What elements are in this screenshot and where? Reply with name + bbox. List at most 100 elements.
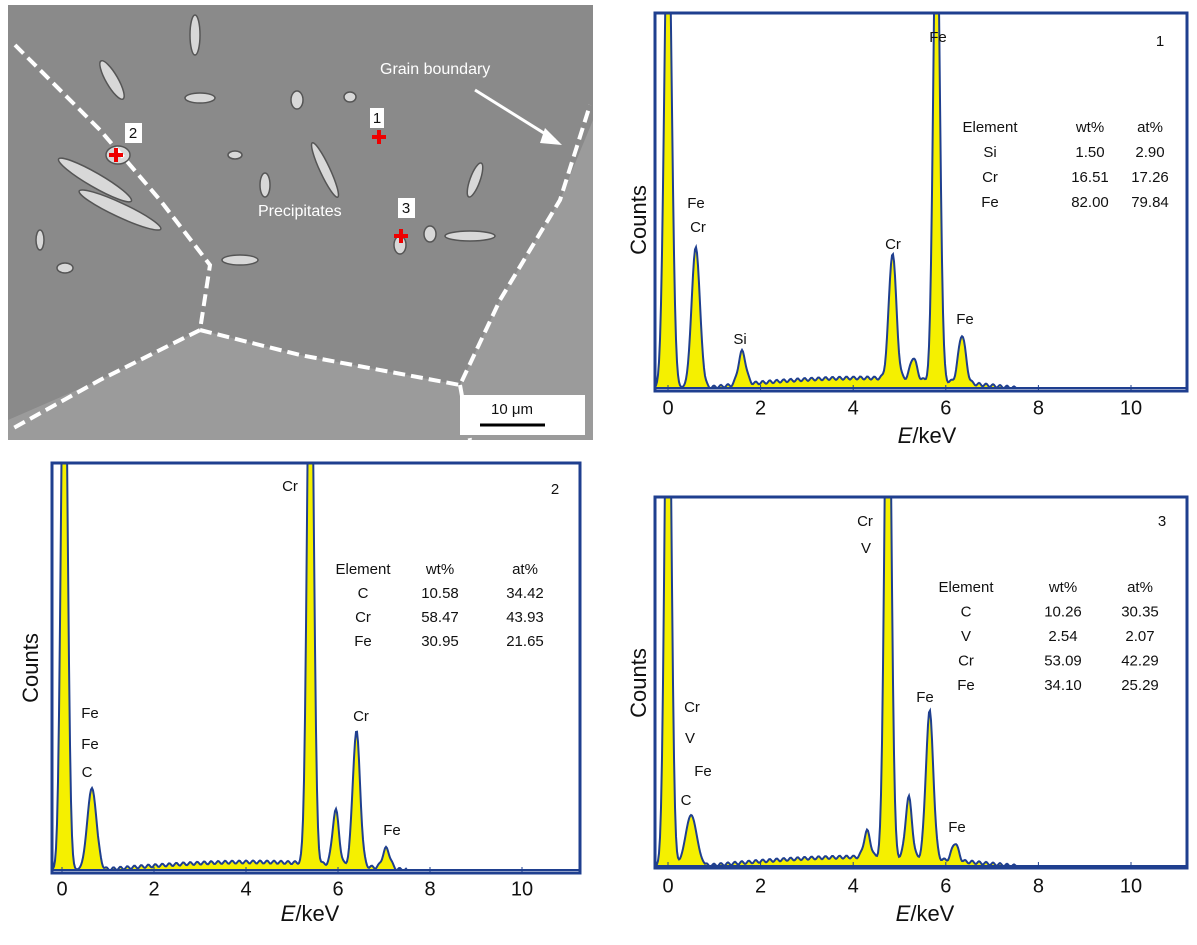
spectrum: 0 2 4 6 8 10 E/keV Counts 2 Cr Fe C Cr Fe Fe Element wt%… (18, 461, 582, 926)
plot-frame (653, 495, 1189, 870)
peak-label: Fe (694, 763, 712, 780)
spectrum-trace (655, 497, 1187, 867)
table-cell: 10.58 (421, 585, 459, 602)
table-cell: 10.26 (1044, 603, 1082, 620)
x-tick-label: 6 (940, 397, 951, 419)
table-cell: 30.35 (1121, 603, 1159, 620)
x-tick-label: 2 (755, 397, 766, 419)
peak-label: Cr (885, 236, 901, 253)
x-axis-label: E/keV (898, 423, 957, 448)
table-cell: 17.26 (1131, 169, 1169, 186)
table-cell: Fe (981, 194, 999, 211)
table-cell: 2.54 (1048, 628, 1077, 645)
peak-label: Cr (353, 708, 369, 725)
table-header: at% (512, 561, 538, 578)
table-cell: 58.47 (421, 609, 459, 626)
table-header: Element (962, 119, 1018, 136)
table-header: wt% (425, 561, 454, 578)
table-cell: Fe (354, 633, 372, 650)
table-cell: 21.65 (506, 633, 544, 650)
spectrum-id: 2 (551, 481, 559, 498)
table-cell: 34.10 (1044, 677, 1082, 694)
peak-label: C (681, 792, 692, 809)
table-cell: 42.29 (1121, 652, 1159, 669)
spectrum-id: 1 (1156, 33, 1164, 50)
spectrum-trace (52, 463, 580, 872)
table-cell: 16.51 (1071, 169, 1109, 186)
x-axis-unit: /keV (295, 901, 339, 926)
peak-label: Fe (948, 819, 966, 836)
table-cell: Cr (982, 169, 998, 186)
peak-label: Fe (687, 195, 705, 212)
x-axis-unit: /keV (910, 901, 954, 926)
point-label: 3 (402, 200, 410, 217)
point-label: 2 (129, 125, 137, 142)
table-header: Element (938, 579, 994, 596)
table-cell: 1.50 (1075, 144, 1104, 161)
table-cell: Cr (355, 609, 371, 626)
peak-label: Fe (81, 736, 99, 753)
plot-frame (653, 11, 1189, 393)
x-tick-label: 10 (511, 878, 533, 900)
point-label: 1 (373, 110, 381, 127)
table-cell: 82.00 (1071, 194, 1109, 211)
peak-label: Fe (81, 705, 99, 722)
table-header: wt% (1048, 579, 1077, 596)
table-cell: 53.09 (1044, 652, 1082, 669)
peak-label: C (82, 764, 93, 781)
x-axis-symbol: E (281, 901, 296, 926)
table-header: Element (335, 561, 391, 578)
x-axis-symbol: E (898, 423, 913, 448)
peak-label: Cr (282, 478, 298, 495)
annotation: Grain boundary (380, 61, 490, 78)
x-axis-label: E/keV (281, 901, 340, 926)
x-tick-label: 4 (848, 397, 859, 419)
plot-frame (50, 461, 582, 875)
x-tick-label: 2 (755, 875, 766, 897)
spectrum-id: 3 (1158, 513, 1166, 530)
x-tick-label: 2 (148, 878, 159, 900)
x-tick-label: 4 (848, 875, 859, 897)
table-cell: 79.84 (1131, 194, 1169, 211)
peak-label: Cr (690, 219, 706, 236)
peak-label: Cr (684, 699, 700, 716)
peak-label: V (861, 540, 871, 557)
x-axis-label: E/keV (896, 901, 955, 926)
spectrum: 0 2 4 6 8 10 E/keV Counts 1 Fe Cr Si Cr Fe Fe Element wt… (626, 11, 1189, 448)
x-tick-label: 10 (1120, 397, 1142, 419)
table-header: wt% (1075, 119, 1104, 136)
peak-label: Fe (956, 311, 974, 328)
table-cell: V (961, 628, 971, 645)
x-tick-label: 8 (1033, 397, 1044, 419)
peak-label: Fe (929, 29, 947, 46)
x-tick-label: 0 (662, 397, 673, 419)
table-cell: C (961, 603, 972, 620)
table-cell: 30.95 (421, 633, 459, 650)
spectrum-trace (655, 13, 1187, 390)
table-cell: Fe (957, 677, 975, 694)
annotation: Precipitates (258, 203, 342, 220)
peak-label: Fe (916, 689, 934, 706)
table-cell: 43.93 (506, 609, 544, 626)
x-tick-label: 6 (332, 878, 343, 900)
table-cell: C (358, 585, 369, 602)
x-tick-label: 0 (56, 878, 67, 900)
table-cell: 34.42 (506, 585, 544, 602)
table-header: at% (1127, 579, 1153, 596)
scale-bar-label: 10 μm (491, 401, 533, 418)
x-tick-label: 10 (1120, 875, 1142, 897)
table-cell: 2.90 (1135, 144, 1164, 161)
peak-label: Si (733, 331, 746, 348)
x-tick-label: 8 (424, 878, 435, 900)
x-tick-label: 4 (240, 878, 251, 900)
table-cell: 25.29 (1121, 677, 1159, 694)
table-cell: 2.07 (1125, 628, 1154, 645)
peak-label: Cr (857, 513, 873, 530)
x-axis-symbol: E (896, 901, 911, 926)
x-tick-label: 6 (940, 875, 951, 897)
table-cell: Si (983, 144, 996, 161)
y-axis-label: Counts (626, 648, 651, 718)
x-axis-unit: /keV (912, 423, 956, 448)
